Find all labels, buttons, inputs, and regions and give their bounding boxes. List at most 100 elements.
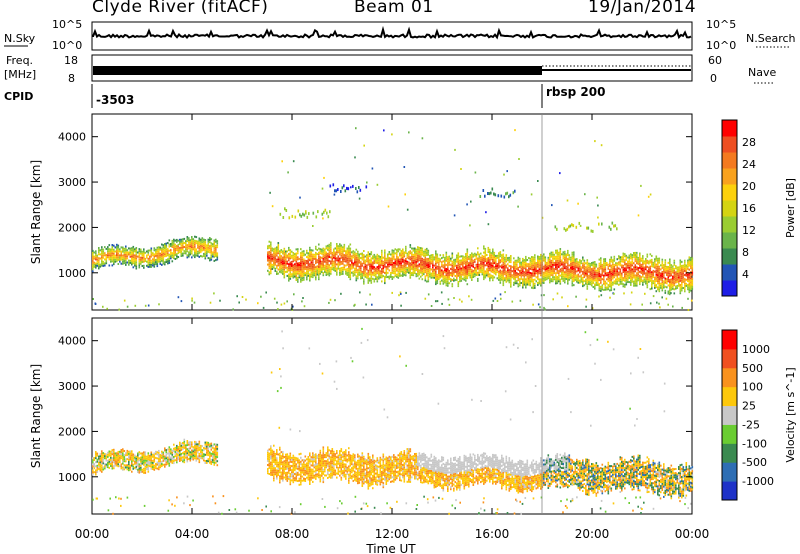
data-cell	[634, 284, 637, 287]
data-cell	[201, 241, 204, 244]
data-cell	[550, 265, 553, 268]
data-cell	[426, 266, 428, 269]
data-cell	[646, 270, 649, 272]
data-cell	[102, 254, 105, 257]
data-cell	[301, 273, 304, 275]
data-cell	[111, 250, 114, 253]
data-cell	[370, 265, 373, 268]
data-cell	[478, 267, 481, 270]
data-cell	[687, 276, 689, 278]
data-cell	[445, 270, 448, 272]
data-cell	[544, 266, 547, 269]
data-cell	[337, 247, 340, 250]
data-cell	[679, 279, 682, 282]
data-cell	[358, 197, 361, 200]
data-cell	[333, 268, 335, 271]
data-cell	[414, 251, 416, 254]
data-cell	[655, 284, 658, 287]
data-cell	[111, 451, 114, 454]
data-cell	[573, 251, 575, 254]
power-cells	[92, 127, 694, 311]
data-cell	[571, 274, 574, 277]
data-cell	[143, 250, 145, 253]
data-cell	[406, 268, 409, 271]
data-cell	[684, 267, 686, 270]
data-cell	[123, 262, 126, 265]
data-cell	[493, 260, 496, 263]
data-cell	[459, 280, 461, 283]
data-cell	[549, 273, 551, 276]
data-cell	[367, 271, 370, 274]
data-cell	[358, 259, 361, 262]
data-cell	[273, 262, 275, 265]
data-cell	[101, 250, 103, 253]
data-cell	[552, 261, 554, 264]
data-cell	[119, 452, 121, 455]
data-cell	[661, 289, 664, 292]
data-cell	[622, 283, 625, 286]
data-cell	[607, 263, 610, 266]
data-cell	[679, 259, 682, 262]
data-cell	[624, 261, 626, 264]
data-cell	[558, 276, 560, 279]
data-cell	[349, 249, 352, 252]
data-cell	[634, 274, 637, 277]
data-cell	[573, 263, 575, 266]
data-cell	[207, 242, 210, 245]
data-cell	[459, 255, 461, 258]
data-cell	[666, 286, 668, 289]
data-cell	[315, 276, 317, 279]
data-cell	[658, 288, 661, 291]
data-cell	[418, 269, 421, 272]
data-cell	[105, 258, 108, 261]
data-cell	[400, 268, 403, 271]
data-cell	[612, 275, 614, 278]
data-cell	[334, 299, 336, 302]
data-cell	[316, 249, 319, 251]
data-cell	[453, 259, 455, 262]
data-cell	[667, 280, 670, 283]
data-cell	[150, 455, 153, 458]
data-cell	[158, 460, 160, 463]
data-cell	[307, 270, 310, 273]
data-cell	[298, 274, 301, 277]
data-cell	[327, 244, 329, 247]
data-cell	[355, 258, 358, 261]
data-cell	[111, 258, 114, 261]
data-cell	[126, 257, 129, 260]
data-cell	[170, 245, 172, 247]
data-cell	[128, 452, 130, 455]
data-cell	[487, 192, 489, 195]
data-cell	[286, 268, 289, 271]
data-cell	[354, 255, 356, 258]
data-cell	[113, 259, 115, 261]
data-cell	[669, 281, 671, 283]
data-cell	[538, 260, 541, 262]
data-cell	[552, 278, 554, 281]
data-cell	[558, 259, 560, 262]
data-cell	[453, 279, 455, 282]
data-cell	[289, 265, 292, 268]
data-cell	[105, 256, 108, 259]
data-cell	[463, 262, 466, 265]
data-cell	[483, 247, 485, 250]
data-cell	[517, 277, 520, 280]
data-cell	[519, 278, 521, 281]
data-cell	[161, 263, 163, 266]
data-cell	[549, 271, 551, 274]
data-cell	[138, 469, 141, 472]
data-cell	[598, 270, 601, 273]
data-cell	[339, 273, 341, 276]
data-cell	[381, 272, 383, 275]
data-cell	[471, 264, 473, 267]
data-cell	[642, 263, 644, 266]
data-cell	[399, 291, 402, 294]
data-cell	[534, 254, 536, 257]
data-cell	[594, 263, 596, 266]
data-cell	[594, 265, 596, 268]
data-cell	[495, 269, 497, 272]
data-cell	[685, 284, 688, 287]
data-cell	[472, 253, 475, 256]
data-cell	[387, 271, 389, 274]
data-cell	[370, 267, 373, 270]
